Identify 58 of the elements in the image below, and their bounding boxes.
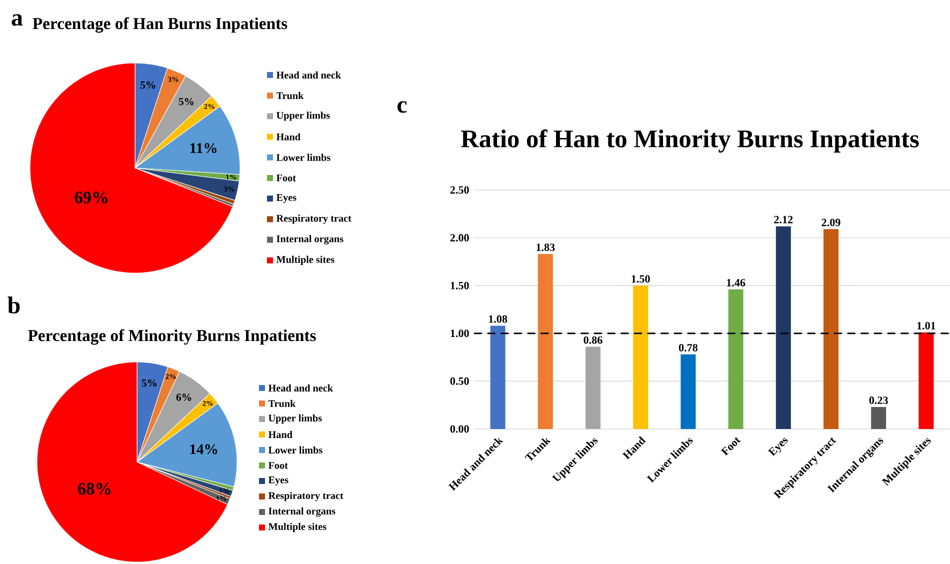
bar: [728, 289, 744, 429]
bar: [538, 254, 553, 429]
legend-label: Multiple sites: [268, 522, 326, 532]
data-label: 1.46: [726, 279, 746, 286]
legend-label: Trunk: [268, 400, 296, 408]
data-label: 1.83: [536, 244, 555, 252]
data-label: 2.12: [774, 216, 793, 224]
text: b: [8, 296, 20, 314]
legend-label: Internal organs: [268, 507, 336, 517]
legend-label: Respiratory tract: [268, 492, 344, 502]
data-label: 2.09: [822, 218, 840, 226]
chart-title: Percentage of Minority Burns Inpatients: [28, 329, 316, 345]
bar: [871, 406, 886, 429]
data-label: 0.23: [869, 396, 888, 404]
data-label: 6%: [176, 394, 192, 401]
data-label: 11%: [190, 143, 216, 154]
data-label: 0.78: [678, 344, 698, 352]
chart-title: Ratio of Han to Minority Burns Inpatients: [461, 129, 919, 153]
legend-label: Lower limbs: [276, 154, 330, 161]
legend-label: Eyes: [276, 194, 296, 204]
chart-title: Percentage of Han Burns Inpatients: [32, 17, 288, 33]
x-tick-label: Eyes: [768, 438, 788, 456]
y-tick-label: 1.00: [450, 330, 469, 338]
legend-label: Respiratory tract: [276, 214, 352, 224]
legend-label: Hand: [276, 133, 300, 140]
y-tick-label: 2.50: [450, 186, 469, 194]
legend-label: Internal organs: [276, 235, 344, 244]
y-tick-label: 2.00: [450, 234, 469, 242]
bar: [776, 226, 791, 429]
data-label: 1.50: [632, 275, 650, 283]
data-label: 5%: [140, 81, 156, 89]
legend-label: Head and neck: [268, 384, 334, 392]
legend-label: Multiple sites: [276, 256, 334, 265]
bar: [918, 332, 934, 429]
data-label: 5%: [178, 98, 194, 106]
text: c: [397, 101, 407, 113]
bar: [586, 346, 601, 429]
bar: [633, 286, 648, 429]
data-label: 69%: [74, 192, 108, 204]
legend-label: Upper limbs: [268, 414, 322, 424]
data-label: 1.08: [489, 315, 508, 323]
data-label: 14%: [190, 444, 218, 454]
y-tick-label: 0.00: [450, 425, 469, 433]
y-tick-label: 0.50: [450, 377, 469, 385]
legend-label: Foot: [276, 174, 296, 182]
data-label: 5%: [142, 379, 157, 387]
bar: [680, 354, 696, 429]
legend-label: Trunk: [276, 92, 304, 100]
data-label: 0.86: [584, 336, 602, 344]
data-label: 1.01: [917, 322, 936, 330]
y-tick-label: 1.50: [450, 282, 469, 290]
legend-label: Hand: [268, 430, 292, 438]
data-label: 68%: [78, 482, 110, 495]
legend-label: Upper limbs: [276, 112, 330, 121]
bar: [490, 326, 506, 429]
bar: [824, 229, 838, 429]
text: a: [12, 14, 23, 26]
legend-label: Head and neck: [276, 71, 342, 79]
